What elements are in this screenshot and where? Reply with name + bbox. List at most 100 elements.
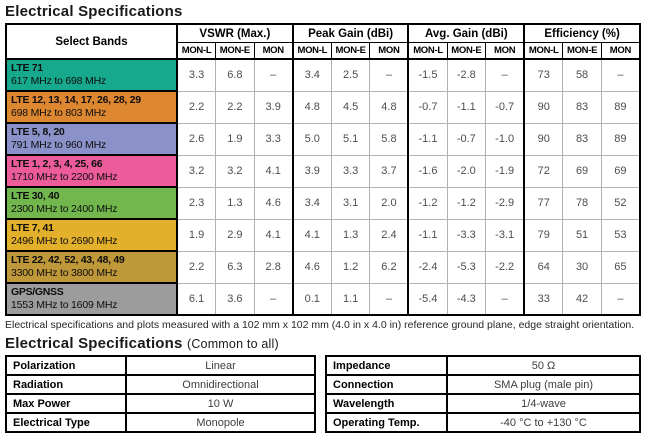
table-row: LTE 12, 13, 14, 17, 26, 28, 29 698 MHz to…	[5, 90, 641, 124]
group-header: Avg. Gain (dBi)	[407, 23, 525, 43]
band-name: LTE 1, 2, 3, 4, 25, 66	[11, 158, 103, 171]
value-cell: –	[253, 58, 294, 92]
band-name: LTE 7, 41	[11, 222, 54, 235]
band-name: LTE 5, 8, 20	[11, 126, 65, 139]
common-specs-title: Electrical Specifications (Common to all…	[5, 335, 641, 352]
common-specs-title-main: Electrical Specifications	[5, 335, 183, 353]
spec-row: Polarization Linear	[5, 355, 316, 377]
subcolumn-header: MON-L	[176, 42, 217, 60]
spec-row: Operating Temp. -40 °C to +130 °C	[325, 412, 641, 433]
value-cell: 89	[600, 122, 641, 156]
value-cell: 3.6	[215, 282, 255, 316]
band-cell: LTE 5, 8, 20 791 MHz to 960 MHz	[5, 122, 178, 156]
band-cell: GPS/GNSS 1553 MHz to 1609 MHz	[5, 282, 178, 316]
value-cell: 2.0	[369, 186, 409, 220]
value-cell: 2.8	[253, 250, 294, 284]
value-cell: 83	[562, 122, 602, 156]
value-cell: 79	[523, 218, 564, 252]
group-header: Peak Gain (dBi)	[291, 23, 409, 43]
value-cell: 52	[600, 186, 641, 220]
value-cell: 2.9	[215, 218, 255, 252]
table-row: LTE 1, 2, 3, 4, 25, 66 1710 MHz to 2200 M…	[5, 154, 641, 188]
band-frequency-range: 1710 MHz to 2200 MHz	[11, 171, 118, 183]
value-cell: 4.6	[253, 186, 294, 220]
value-cell: 3.3	[176, 58, 217, 92]
spec-row: Wavelength 1/4-wave	[325, 393, 641, 415]
value-cell: 1.9	[215, 122, 255, 156]
table-row: GPS/GNSS 1553 MHz to 1609 MHz 6.1 3.6–0.1 1.…	[5, 282, 641, 316]
value-cell: –	[600, 58, 641, 92]
subcolumn-header: MON-L	[407, 42, 448, 60]
value-cell: –	[369, 58, 409, 92]
band-frequency-range: 617 MHz to 698 MHz	[11, 75, 107, 87]
value-cell: -2.9	[485, 186, 525, 220]
band-cell: LTE 30, 40 2300 MHz to 2400 MHz	[5, 186, 178, 220]
spec-label: Max Power	[5, 393, 127, 415]
spec-label: Connection	[325, 374, 448, 396]
subcolumn-header: MON	[600, 42, 641, 60]
spec-row: Max Power 10 W	[5, 393, 316, 415]
value-cell: 3.4	[291, 58, 332, 92]
electrical-specs-table: Select Bands VSWR (Max.) Peak Gain (dBi) A…	[5, 23, 641, 316]
value-cell: 5.8	[369, 122, 409, 156]
value-cell: 69	[562, 154, 602, 188]
value-cell: 5.0	[291, 122, 332, 156]
value-cell: 51	[562, 218, 602, 252]
value-cell: 2.6	[176, 122, 217, 156]
value-cell: -3.3	[446, 218, 487, 252]
value-cell: 6.2	[369, 250, 409, 284]
value-cell: 4.1	[253, 218, 294, 252]
spec-label: Polarization	[5, 355, 127, 377]
band-cell: LTE 12, 13, 14, 17, 26, 28, 29 698 MHz to…	[5, 90, 178, 124]
spec-label: Electrical Type	[5, 412, 127, 433]
value-cell: 2.2	[176, 90, 217, 124]
value-cell: -2.4	[407, 250, 448, 284]
spec-value: SMA plug (male pin)	[446, 374, 641, 396]
value-cell: 3.4	[291, 186, 332, 220]
spec-label: Impedance	[325, 355, 448, 377]
spec-value: 1/4-wave	[446, 393, 641, 415]
band-name: LTE 22, 42, 52, 43, 48, 49	[11, 254, 125, 267]
value-cell: -1.1	[407, 122, 448, 156]
value-cell: 4.8	[369, 90, 409, 124]
value-cell: 1.9	[176, 218, 217, 252]
value-cell: -1.5	[407, 58, 448, 92]
value-cell: -2.2	[485, 250, 525, 284]
page-title: Electrical Specifications	[5, 3, 183, 20]
spec-value: Monopole	[125, 412, 316, 433]
value-cell: 2.3	[176, 186, 217, 220]
value-cell: 1.2	[330, 250, 371, 284]
subcolumn-header: MON-L	[291, 42, 332, 60]
value-cell: -3.1	[485, 218, 525, 252]
value-cell: 78	[562, 186, 602, 220]
value-cell: 3.7	[369, 154, 409, 188]
value-cell: 6.1	[176, 282, 217, 316]
value-cell: 73	[523, 58, 564, 92]
value-cell: 83	[562, 90, 602, 124]
value-cell: –	[600, 282, 641, 316]
value-cell: 2.4	[369, 218, 409, 252]
value-cell: -1.2	[446, 186, 487, 220]
value-cell: –	[369, 282, 409, 316]
value-cell: 6.8	[215, 58, 255, 92]
subcolumn-header: MON-E	[446, 42, 487, 60]
value-cell: 33	[523, 282, 564, 316]
value-cell: -1.1	[446, 90, 487, 124]
band-frequency-range: 698 MHz to 803 MHz	[11, 107, 107, 119]
value-cell: 65	[600, 250, 641, 284]
value-cell: -1.6	[407, 154, 448, 188]
value-cell: 4.1	[291, 218, 332, 252]
subcolumn-header: MON-L	[523, 42, 564, 60]
band-cell: LTE 22, 42, 52, 43, 48, 49 3300 MHz to 38…	[5, 250, 178, 284]
value-cell: 2.5	[330, 58, 371, 92]
spec-value: Omnidirectional	[125, 374, 316, 396]
value-cell: 6.3	[215, 250, 255, 284]
table-row: LTE 71 617 MHz to 698 MHz 3.3 6.8–3.4 2.5– -1…	[5, 58, 641, 92]
subcolumn-header: MON	[253, 42, 294, 60]
value-cell: 58	[562, 58, 602, 92]
value-cell: -2.8	[446, 58, 487, 92]
spec-value: 50 Ω	[446, 355, 641, 377]
value-cell: -0.7	[407, 90, 448, 124]
value-cell: -0.7	[446, 122, 487, 156]
select-bands-header: Select Bands	[5, 23, 178, 60]
